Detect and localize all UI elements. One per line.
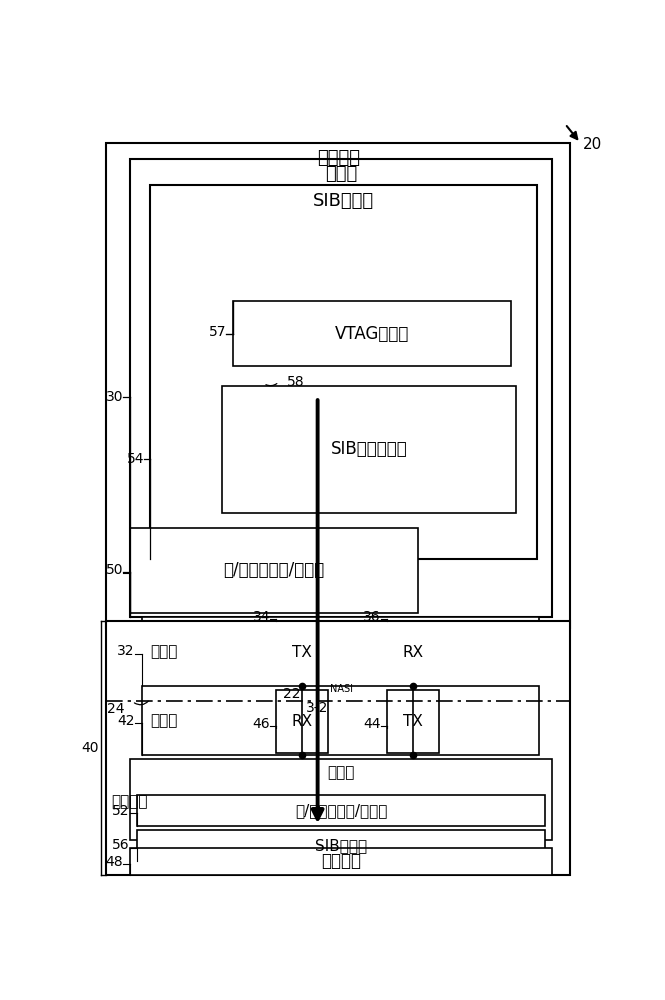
Text: 无线终端: 无线终端	[112, 794, 148, 809]
Text: 48: 48	[106, 855, 123, 869]
Text: 3-2: 3-2	[306, 701, 328, 715]
Text: RX: RX	[402, 645, 424, 660]
Text: 接入节点: 接入节点	[317, 149, 360, 167]
Bar	[277, 620, 328, 684]
Bar	[137, 795, 545, 826]
Text: 56: 56	[112, 838, 130, 852]
Text: 帧/信号调度器/处理器: 帧/信号调度器/处理器	[223, 561, 325, 579]
Text: 50: 50	[106, 563, 123, 577]
Text: 30: 30	[106, 390, 123, 404]
Bar	[142, 617, 539, 686]
Text: 20: 20	[583, 137, 602, 152]
Text: 24: 24	[107, 702, 124, 716]
Bar	[130, 528, 418, 613]
Bar	[233, 301, 511, 366]
Bar	[150, 185, 537, 559]
Text: NASI: NASI	[330, 684, 353, 694]
Text: 收发器: 收发器	[150, 713, 178, 728]
Bar	[277, 690, 328, 753]
Bar	[137, 830, 545, 861]
Text: 46: 46	[253, 717, 270, 731]
Text: 54: 54	[126, 452, 144, 466]
Text: 收发器: 收发器	[150, 644, 178, 659]
Bar	[387, 620, 439, 684]
Text: 58: 58	[287, 375, 305, 389]
Text: 处理器: 处理器	[327, 765, 354, 780]
Bar	[387, 690, 439, 753]
Bar	[222, 386, 516, 513]
Text: 40: 40	[81, 741, 98, 755]
Text: 44: 44	[364, 717, 381, 731]
Text: 42: 42	[117, 714, 134, 728]
Text: RX: RX	[291, 714, 313, 729]
Bar	[106, 143, 570, 628]
Bar	[130, 848, 552, 875]
Text: 52: 52	[112, 804, 130, 818]
Bar	[106, 620, 570, 875]
Text: 36: 36	[363, 610, 381, 624]
Text: SIB处理器: SIB处理器	[315, 838, 367, 853]
Text: SIB生成器: SIB生成器	[313, 192, 374, 210]
Text: VTAG生成器: VTAG生成器	[334, 325, 409, 343]
Text: SIB传送控制器: SIB传送控制器	[331, 440, 408, 458]
Text: 32: 32	[117, 644, 134, 658]
Text: 处理器: 处理器	[325, 165, 357, 183]
Bar	[130, 759, 552, 840]
Bar	[142, 686, 539, 755]
Text: TX: TX	[292, 645, 312, 660]
Text: 57: 57	[209, 325, 226, 339]
Text: 22: 22	[283, 687, 301, 701]
Text: TX: TX	[403, 714, 423, 729]
Text: 用户界面: 用户界面	[321, 852, 361, 870]
Bar	[130, 158, 552, 617]
Text: 34: 34	[253, 610, 270, 624]
Text: 帧/信号调度器/处理器: 帧/信号调度器/处理器	[295, 803, 387, 818]
